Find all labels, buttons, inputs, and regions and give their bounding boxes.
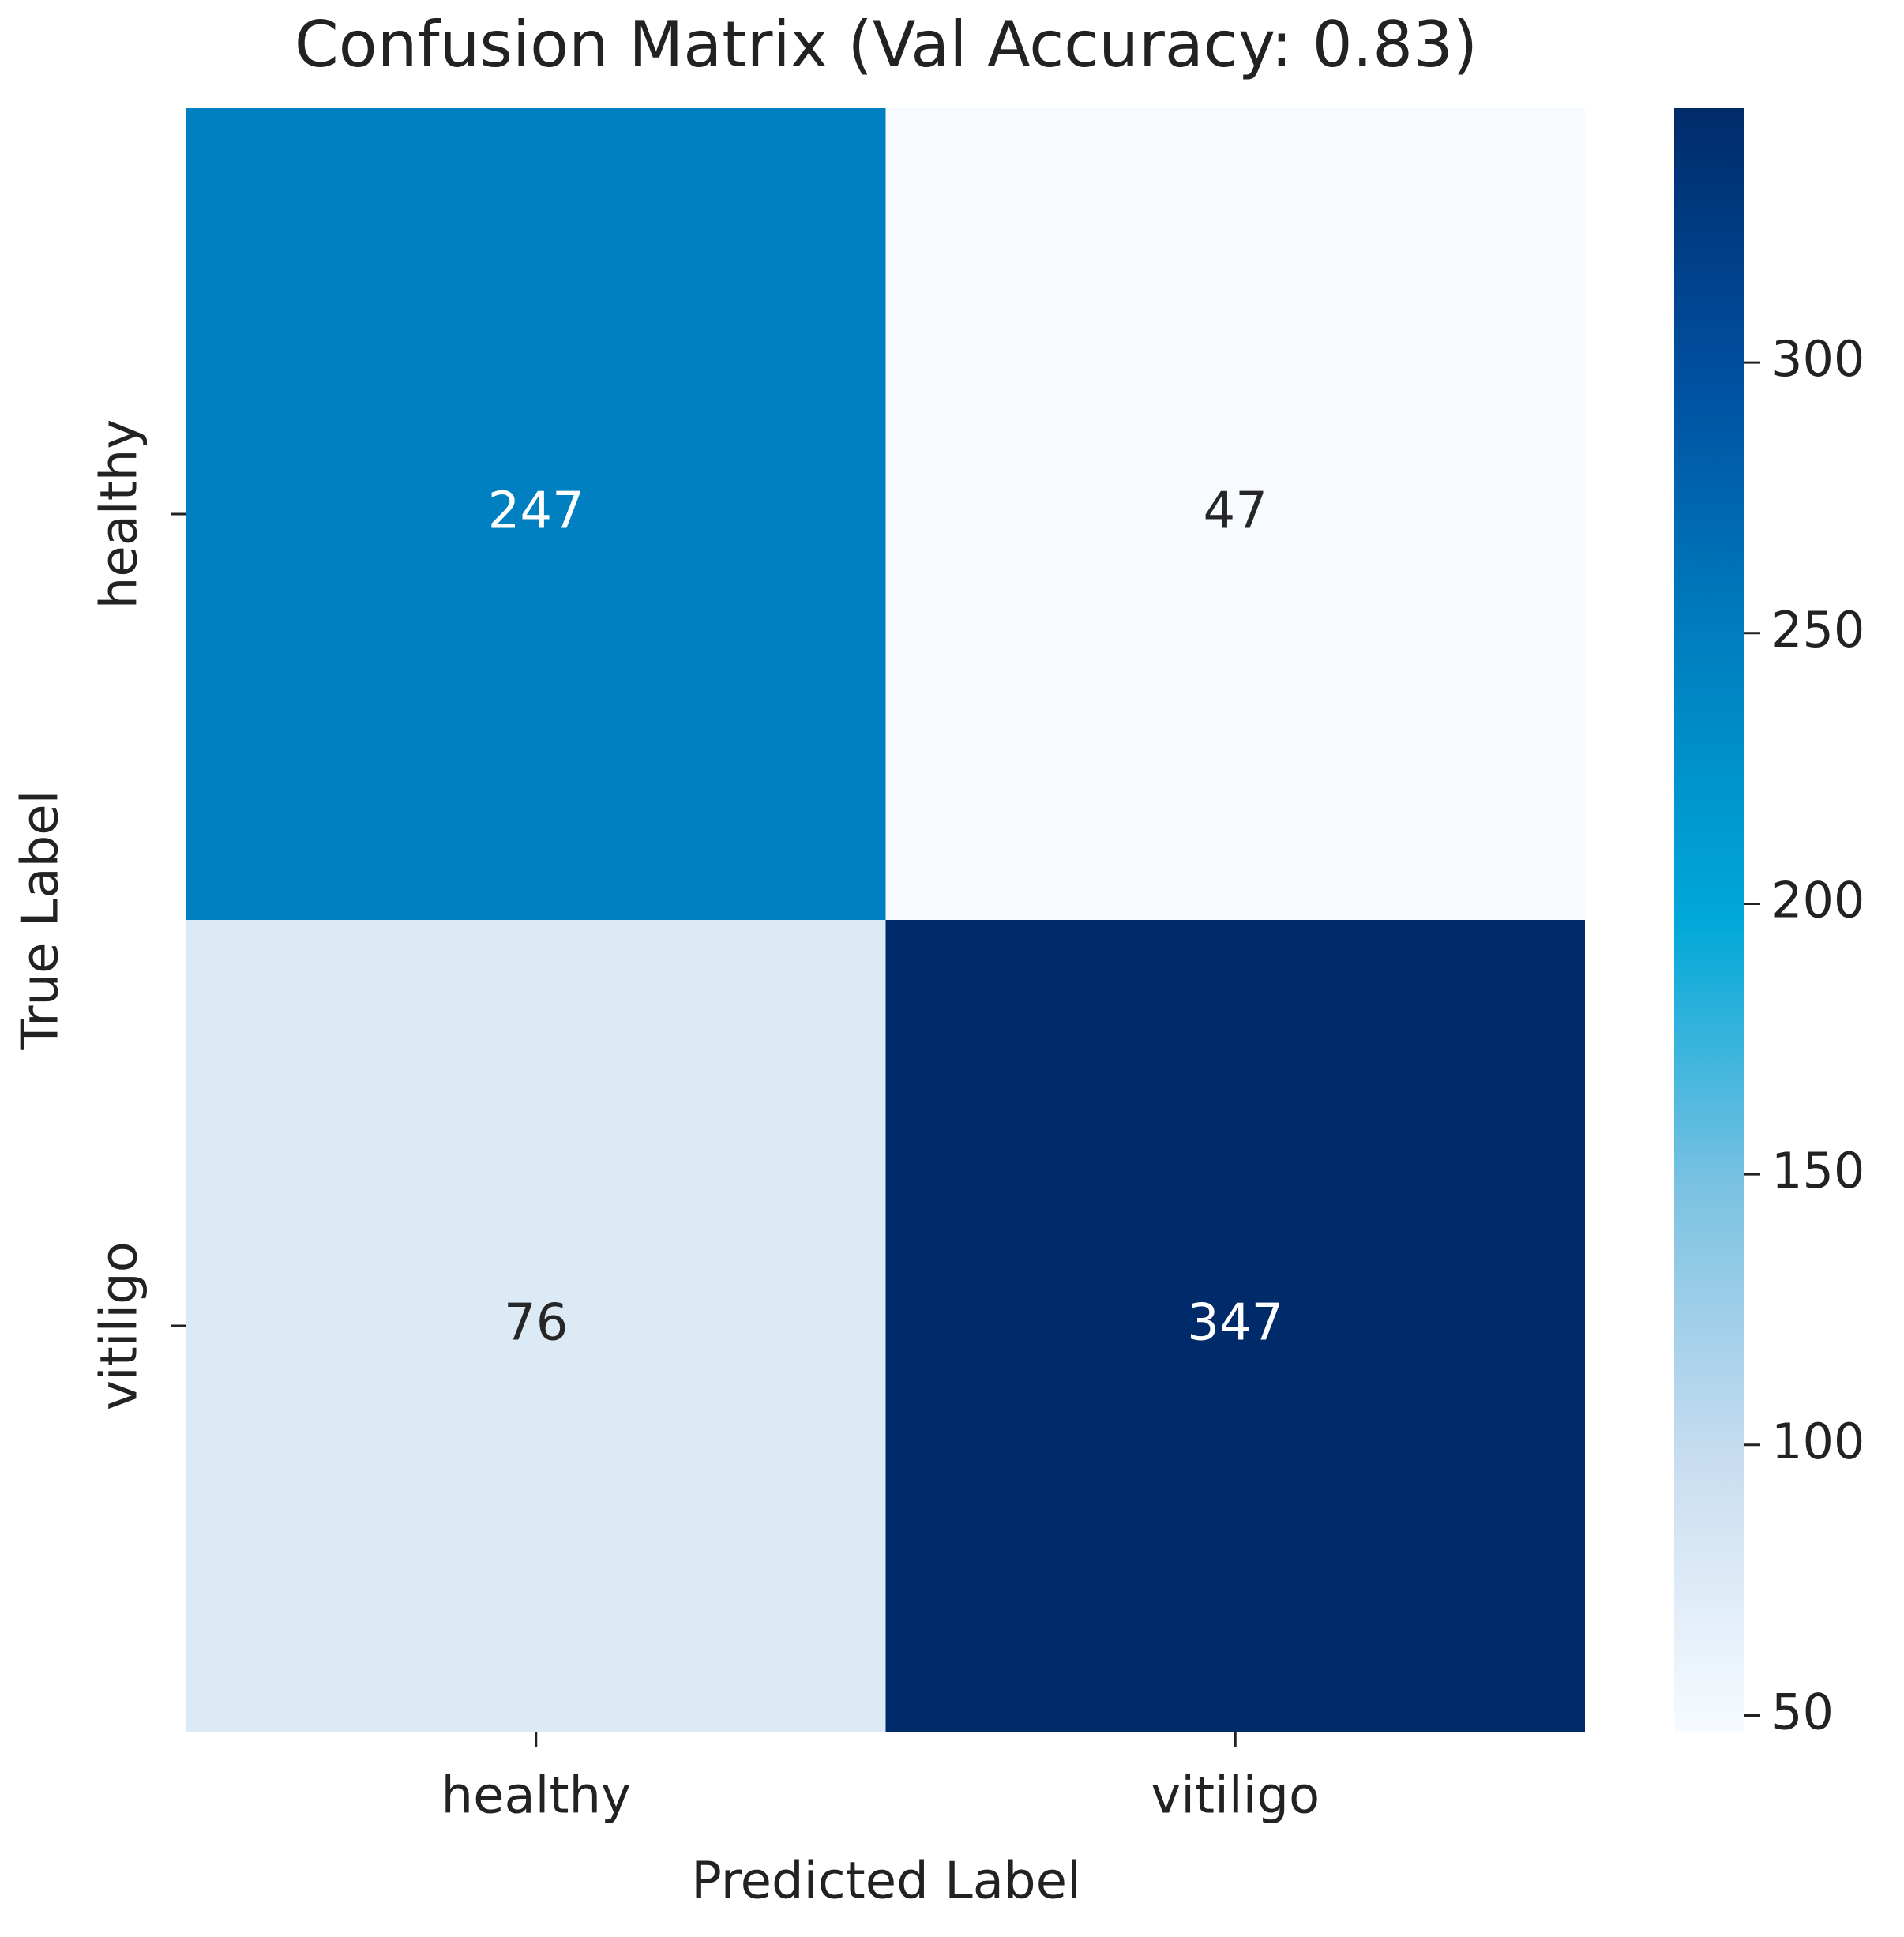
y-tick-label: vitiligo	[91, 1241, 149, 1410]
colorbar-tick-label: 200	[1771, 872, 1865, 929]
heatmap-cell	[186, 108, 886, 920]
colorbar-tick-label: 150	[1771, 1142, 1865, 1199]
cell-label: 47	[1204, 482, 1267, 541]
cell-label: 76	[504, 1294, 568, 1353]
x-axis-label: Predicted Label	[691, 1853, 1080, 1911]
y-axis-label: True Label	[12, 790, 70, 1051]
cell-label: 247	[488, 482, 584, 541]
y-tick-label: healthy	[91, 419, 149, 609]
heatmap-cell	[885, 108, 1585, 920]
heatmap-cell	[885, 920, 1585, 1732]
colorbar-tick-label: 300	[1771, 330, 1865, 388]
colorbar-tick-label: 100	[1771, 1413, 1865, 1470]
colorbar	[1674, 108, 1744, 1732]
colorbar-tick-label: 50	[1771, 1684, 1834, 1741]
heatmap-cell	[186, 920, 886, 1732]
x-tick-label: healthy	[441, 1767, 631, 1826]
x-tick-label: vitiligo	[1151, 1767, 1320, 1826]
colorbar-tick-label: 250	[1771, 601, 1865, 659]
chart-title: Confusion Matrix (Val Accuracy: 0.83)	[295, 8, 1478, 81]
cell-label: 347	[1187, 1294, 1283, 1353]
